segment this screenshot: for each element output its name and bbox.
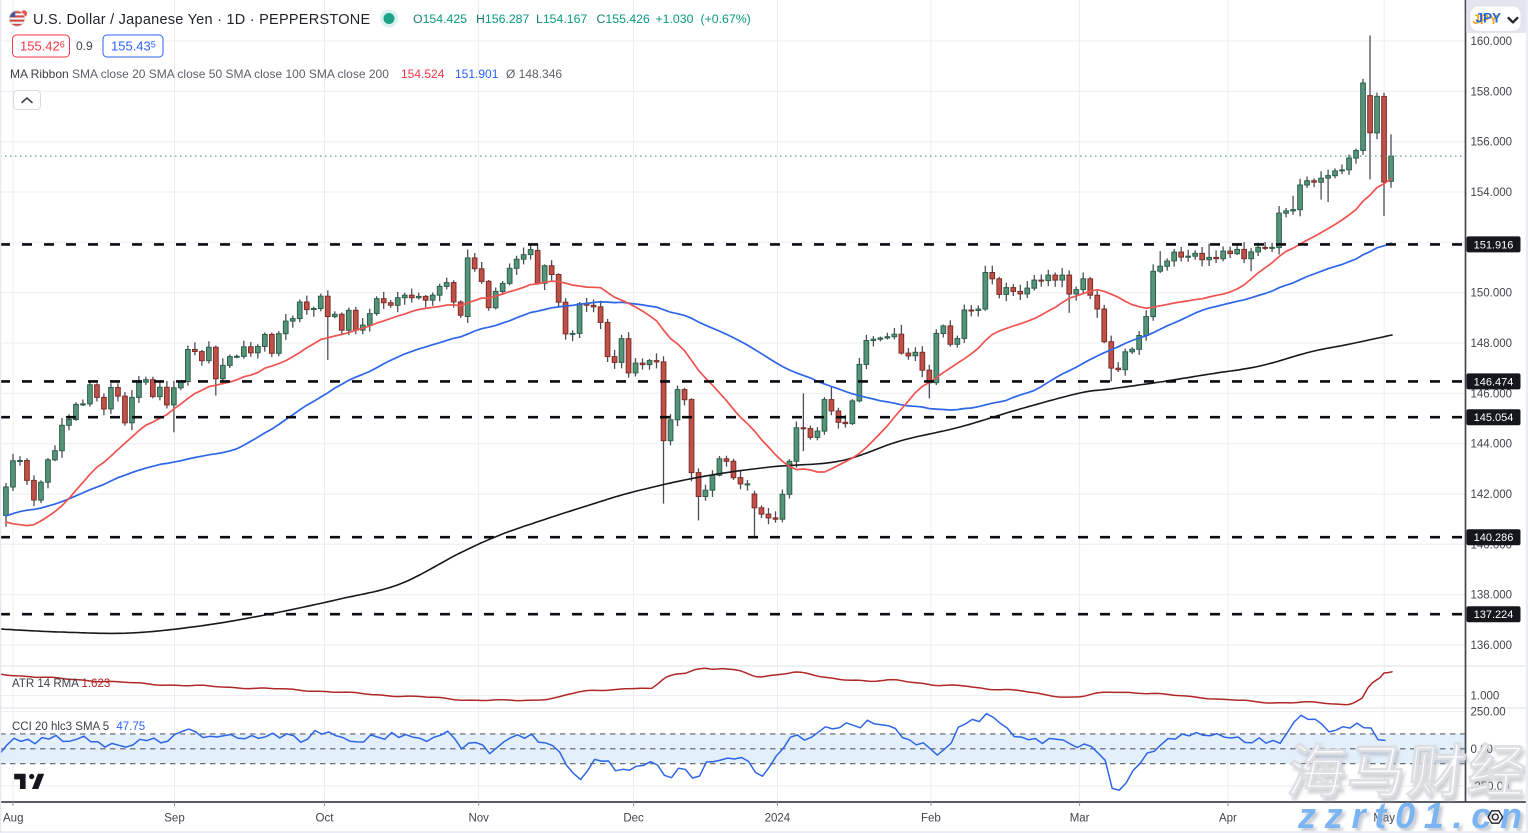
svg-text:138.000: 138.000 (1471, 590, 1513, 602)
svg-text:z z r t 0 1 . c n: z z r t 0 1 . c n (1297, 795, 1522, 833)
svg-text:海马财经: 海马财经 (1287, 744, 1528, 809)
svg-text:145.054: 145.054 (1474, 412, 1514, 424)
svg-text:146.474: 146.474 (1474, 376, 1514, 388)
svg-text:Oct: Oct (316, 813, 335, 825)
svg-text:CCI 20 hlc3 SMA 5 47.75: CCI 20 hlc3 SMA 5 47.75 (12, 721, 145, 733)
svg-text:Nov: Nov (468, 813, 489, 825)
svg-text:2024: 2024 (765, 813, 791, 825)
svg-text:Feb: Feb (921, 813, 941, 825)
svg-text:0.00: 0.00 (1471, 744, 1493, 756)
svg-text:148.000: 148.000 (1471, 338, 1513, 350)
svg-text:136.000: 136.000 (1471, 640, 1513, 652)
svg-text:z z r t 0 1 . c n: z z r t 0 1 . c n (1300, 798, 1525, 833)
svg-text:156.000: 156.000 (1471, 137, 1513, 149)
svg-text:146.000: 146.000 (1471, 388, 1513, 400)
svg-text:Mar: Mar (1070, 813, 1090, 825)
svg-text:U.S. Dollar / Japanese Yen · 1: U.S. Dollar / Japanese Yen · 1D · PEPPER… (33, 12, 370, 28)
svg-text:151.916: 151.916 (1474, 239, 1514, 251)
svg-text:150.000: 150.000 (1471, 288, 1513, 300)
svg-text:0.9: 0.9 (76, 39, 93, 53)
svg-text:154.000: 154.000 (1471, 187, 1513, 199)
svg-text:155.426: 155.426 (20, 39, 65, 54)
svg-text:158.000: 158.000 (1471, 86, 1513, 98)
svg-text:1.000: 1.000 (1471, 691, 1500, 703)
svg-text:144.000: 144.000 (1471, 439, 1513, 451)
svg-text:Apr: Apr (1219, 813, 1237, 825)
svg-text:Dec: Dec (623, 813, 644, 825)
svg-text:155.435: 155.435 (111, 39, 156, 54)
svg-text:ATR 14 RMA 1.623: ATR 14 RMA 1.623 (12, 678, 110, 690)
svg-text:160.000: 160.000 (1471, 36, 1513, 48)
svg-text:142.000: 142.000 (1471, 489, 1513, 501)
svg-text:MA Ribbon SMA close 20 SMA clo: MA Ribbon SMA close 20 SMA close 50 SMA … (10, 67, 562, 81)
svg-text:137.224: 137.224 (1474, 609, 1514, 621)
svg-text:140.286: 140.286 (1474, 532, 1514, 544)
svg-text:JPY: JPY (1473, 12, 1499, 27)
svg-text:Aug: Aug (3, 813, 23, 825)
svg-text:JPY: JPY (1476, 11, 1502, 26)
svg-text:Sep: Sep (164, 813, 184, 825)
svg-text:May: May (1373, 813, 1395, 825)
svg-text:250.00: 250.00 (1471, 707, 1506, 719)
svg-text:海马财经: 海马财经 (1284, 740, 1528, 805)
svg-text:-250.00: -250.00 (1471, 781, 1510, 793)
